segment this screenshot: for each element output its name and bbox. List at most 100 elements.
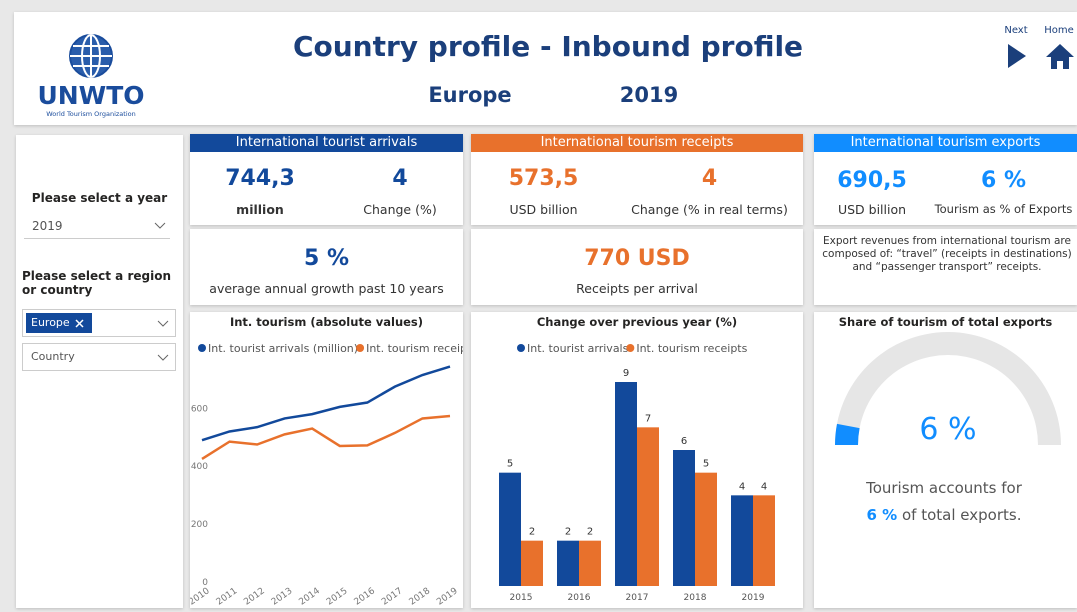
- legend-label: Int. tourist arrivals: [527, 342, 629, 355]
- chevron: [157, 320, 169, 327]
- card-header: International tourism exports: [814, 134, 1077, 152]
- legend-marker: [517, 344, 525, 352]
- data-label: 7: [645, 413, 651, 424]
- kpi-card: International tourism exports 690,5 USD …: [814, 134, 1077, 225]
- legend-label: Int. tourist arrivals (million): [208, 342, 358, 355]
- x-tick-label: 2017: [626, 593, 649, 603]
- kpi-label: Change (% in real terms): [631, 202, 788, 217]
- kpi-label: USD billion: [509, 202, 578, 217]
- bar: [673, 450, 695, 586]
- legend-label: Int. tourism receip...: [366, 342, 463, 355]
- logo: UNWTO World Tourism Organization: [37, 34, 145, 118]
- year-dropdown[interactable]: 2019: [24, 215, 170, 239]
- x-tick-label: 2015: [510, 593, 533, 603]
- y-tick-label: 400: [191, 462, 208, 472]
- kpi-card: 770 USD Receipts per arrival: [471, 229, 803, 305]
- x-tick-label: 2016: [568, 593, 591, 603]
- y-tick-label: 600: [191, 404, 208, 414]
- bar: [521, 540, 543, 586]
- x-tick-label: 2018: [684, 593, 707, 603]
- bar: [637, 427, 659, 586]
- line-chart: Int. tourism (absolute values) Int. touri…: [187, 315, 477, 608]
- data-line: [201, 365, 451, 442]
- kpi-label: million: [236, 202, 284, 217]
- caption-value: 6 %: [866, 506, 898, 524]
- legend-marker: [198, 344, 206, 352]
- kpi-label: average annual growth past 10 years: [209, 281, 444, 296]
- note-text: Export revenues from international touri…: [822, 235, 1072, 273]
- bar: [615, 382, 637, 586]
- region-dropdown[interactable]: Europe: [22, 309, 176, 337]
- kpi-card: International tourist arrivals 744,3 mil…: [190, 134, 463, 225]
- kpi-label: Change (%): [363, 202, 437, 217]
- x-tick-label: 2018: [408, 586, 433, 607]
- data-label: 2: [565, 527, 571, 538]
- logo-name: UNWTO: [37, 81, 144, 110]
- x-tick-label: 2016: [353, 586, 378, 607]
- year-value: 2019: [32, 219, 63, 233]
- legend-label: Int. tourism receipts: [636, 342, 747, 355]
- next-button[interactable]: [1006, 42, 1028, 70]
- kpi-value: 5 %: [303, 246, 349, 271]
- x-tick-label: 2011: [215, 586, 239, 607]
- bar-chart: Change over previous year (%) Int. touris…: [499, 315, 775, 603]
- year-filter-label: Please select a year: [31, 191, 168, 205]
- bar: [731, 495, 753, 586]
- bar: [557, 540, 579, 586]
- filter-panel: Please select a year 2019 Please select …: [16, 135, 183, 608]
- page-title: Country profile - Inbound profile: [292, 30, 804, 63]
- data-label: 9: [623, 368, 629, 379]
- kpi-label: Receipts per arrival: [576, 281, 698, 296]
- home-button[interactable]: [1044, 42, 1076, 70]
- year-heading: 2019: [619, 83, 679, 107]
- data-line: [201, 414, 451, 461]
- kpi-label: USD billion: [837, 202, 907, 217]
- chart-card: Share of tourism of total exports 6 % Tou…: [814, 312, 1077, 608]
- data-label: 4: [761, 481, 767, 492]
- data-label: 2: [587, 527, 593, 538]
- kpi-value: 770 USD: [584, 246, 690, 271]
- chevron: [154, 222, 166, 229]
- legend-marker: [626, 344, 635, 352]
- bar: [695, 472, 717, 586]
- kpi-label: Tourism as % of Exports: [934, 202, 1073, 216]
- logo-subtitle: World Tourism Organization: [46, 110, 135, 118]
- x-tick-label: 2012: [242, 586, 266, 607]
- chart-title: Change over previous year (%): [537, 315, 737, 329]
- data-label: 5: [703, 459, 709, 470]
- gauge-value: 6 %: [919, 412, 976, 447]
- region-heading: Europe: [428, 83, 512, 107]
- y-tick-label: 0: [202, 578, 208, 588]
- globe-icon: [69, 34, 113, 78]
- caption-text: of total exports.: [902, 506, 1022, 524]
- bar: [499, 472, 521, 586]
- region-filter-label: Please select a region or country: [22, 269, 171, 297]
- x-tick-label: 2015: [325, 586, 349, 607]
- kpi-value: 6 %: [980, 168, 1026, 193]
- y-tick-label: 200: [191, 520, 208, 530]
- kpi-value: 4: [392, 166, 408, 191]
- kpi-value: 744,3: [225, 166, 295, 191]
- bar: [753, 495, 775, 586]
- kpi-value: 690,5: [837, 168, 907, 193]
- remove-icon[interactable]: [75, 319, 84, 328]
- region-chip[interactable]: Europe: [26, 313, 92, 333]
- data-label: 2: [529, 527, 535, 538]
- x-tick-label: 2017: [380, 586, 404, 607]
- chart-title: Share of tourism of total exports: [839, 315, 1053, 329]
- gauge-chart: Share of tourism of total exports 6 %: [835, 315, 1061, 447]
- data-label: 5: [507, 459, 513, 470]
- next-label: Next: [1004, 25, 1028, 36]
- kpi-card: 5 % average annual growth past 10 years: [190, 229, 463, 305]
- legend-marker: [356, 344, 365, 352]
- home-label: Home: [1044, 25, 1074, 36]
- gauge-track: [835, 332, 1061, 445]
- kpi-card: International tourism receipts 573,5 USD…: [471, 134, 803, 225]
- chart-card: Change over previous year (%) Int. touris…: [471, 312, 803, 608]
- note-card: Export revenues from international touri…: [814, 229, 1077, 305]
- region-value: Europe: [31, 316, 70, 329]
- bar: [579, 540, 601, 586]
- country-dropdown[interactable]: Country: [22, 343, 176, 371]
- caption-text: Tourism accounts for: [866, 479, 1022, 497]
